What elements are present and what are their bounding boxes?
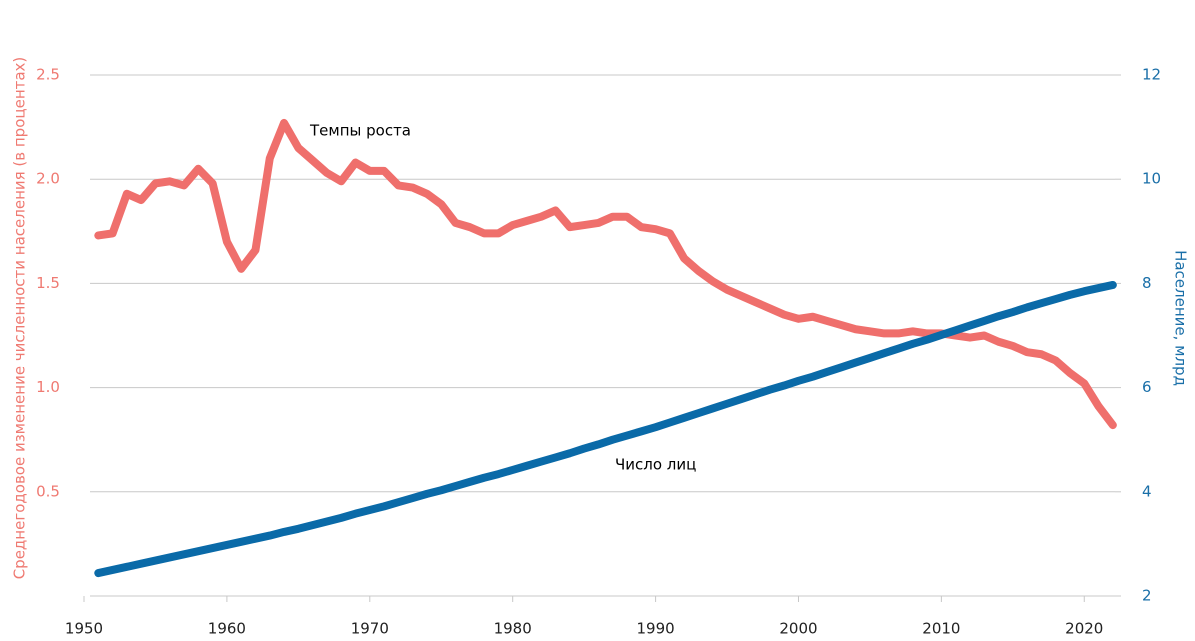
- x-tick-label: 2010: [922, 620, 960, 638]
- y-tick-label: 2.0: [36, 170, 60, 188]
- y2-axis-label: Население, млрд: [1172, 250, 1190, 386]
- annotation: Число лиц: [615, 456, 696, 474]
- y-axis-label: Среднегодовое изменение численности насе…: [11, 57, 29, 580]
- y-tick-label: 1.5: [36, 274, 60, 292]
- y-tick-label: 2.5: [36, 66, 60, 84]
- series-line: [94, 280, 1117, 578]
- y2-tick-label: 8: [1142, 274, 1152, 292]
- y2-tick-label: 10: [1142, 170, 1161, 188]
- y2-tick-label: 12: [1142, 66, 1161, 84]
- x-tick-label: 1990: [636, 620, 674, 638]
- y-tick-label: 0.5: [36, 482, 60, 500]
- x-tick-label: 1970: [351, 620, 389, 638]
- x-tick-label: 2000: [779, 620, 817, 638]
- x-tick-label: 1960: [208, 620, 246, 638]
- annotation: Темпы роста: [309, 122, 411, 140]
- x-tick-label: 2020: [1065, 620, 1103, 638]
- y2-tick-label: 6: [1142, 378, 1152, 396]
- series-line: [94, 118, 1117, 430]
- y-tick-label: 1.0: [36, 378, 60, 396]
- y2-tick-label: 2: [1142, 587, 1152, 605]
- y2-tick-label: 4: [1142, 482, 1152, 500]
- x-tick-label: 1980: [494, 620, 532, 638]
- x-tick-label: 1950: [65, 620, 103, 638]
